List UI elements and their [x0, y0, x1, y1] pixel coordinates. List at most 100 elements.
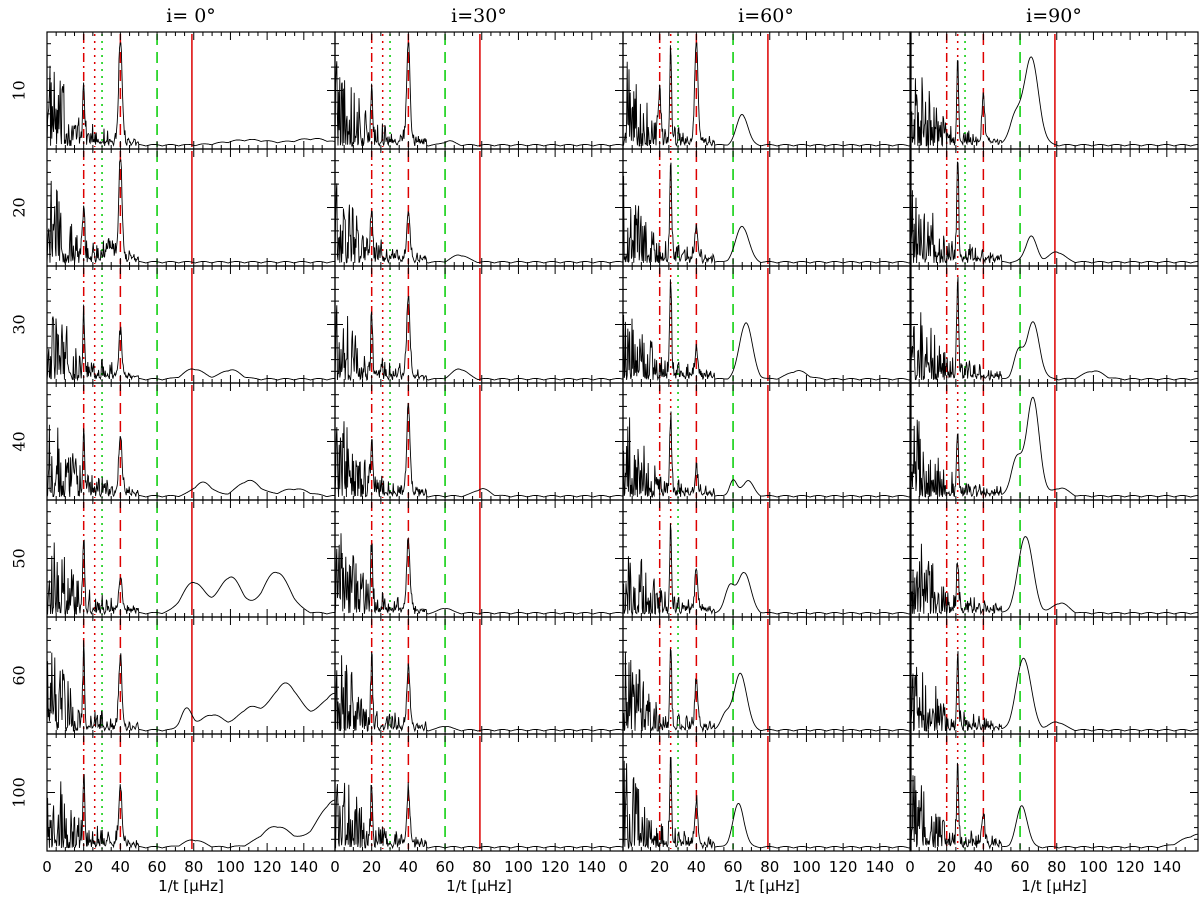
row-label: 50 — [10, 548, 29, 568]
x-axis-label: 1/t [μHz] — [734, 877, 800, 895]
spectrum-curve — [46, 424, 335, 498]
x-tick-label: 80 — [472, 858, 491, 876]
x-tick-label: 60 — [1011, 858, 1030, 876]
spectrum-curve — [334, 183, 624, 264]
panel — [622, 265, 912, 384]
panel — [622, 382, 912, 501]
x-tick-label: 60 — [724, 858, 743, 876]
x-tick-label: 120 — [829, 858, 858, 876]
x-tick-label: 40 — [687, 858, 706, 876]
x-tick-label: 60 — [148, 858, 167, 876]
x-tick-label: 100 — [1079, 858, 1108, 876]
spectrum-curve — [334, 402, 624, 498]
spectrum-curve — [46, 42, 336, 147]
panel — [46, 733, 336, 852]
panel — [909, 382, 1199, 501]
panel-frame — [46, 31, 336, 150]
panel — [622, 31, 912, 150]
x-tick-label: 120 — [253, 858, 282, 876]
row-labels: 10 20 30 40 50 60 100 — [10, 80, 29, 807]
x-tick-label: 140 — [577, 858, 606, 876]
spectrum-curve — [334, 652, 624, 733]
panel — [334, 499, 624, 618]
panel-frame — [622, 616, 912, 735]
spectrum-curve — [622, 279, 912, 382]
panel-frame — [334, 148, 624, 267]
panel-frame — [909, 148, 1199, 267]
panel-frame — [622, 382, 912, 501]
column-title: i=90° — [1026, 5, 1082, 27]
panel — [909, 616, 1199, 735]
x-tick-label: 20 — [937, 858, 956, 876]
panel — [46, 382, 336, 501]
spectrum-curve — [622, 648, 912, 733]
row-label: 10 — [10, 80, 29, 100]
x-tick-label: 120 — [1116, 858, 1145, 876]
x-axis-label: 1/t [μHz] — [1021, 877, 1087, 895]
x-tick-label: 100 — [504, 858, 533, 876]
spectrum-curve — [909, 161, 1198, 264]
panel — [909, 499, 1199, 618]
panel-frame — [46, 733, 336, 852]
x-tick-label: 80 — [760, 858, 779, 876]
spectrum-curve — [46, 159, 335, 265]
spectrum-curve — [622, 523, 912, 615]
panel-frame — [909, 733, 1199, 852]
x-tick-label: 60 — [436, 858, 455, 876]
spectrum-curve — [909, 56, 1198, 147]
panel — [334, 31, 624, 150]
panel — [622, 499, 912, 618]
panel — [46, 31, 336, 150]
spectrum-curve — [909, 651, 1198, 732]
x-tick-label: 20 — [362, 858, 381, 876]
panel — [334, 382, 624, 501]
row-label: 30 — [10, 314, 29, 334]
x-tick-label: 140 — [1152, 858, 1181, 876]
x-tick-label: 20 — [650, 858, 669, 876]
panel — [334, 616, 624, 735]
panel-frame — [334, 382, 624, 501]
spectrum-curve — [909, 762, 1199, 850]
panel-grid — [46, 31, 1199, 852]
panel — [46, 499, 336, 618]
x-tick-label: 0 — [42, 858, 52, 876]
panel-frame — [46, 265, 336, 384]
column-titles: i= 0° i=30° i=60° i=90° — [166, 5, 1082, 27]
spectrum-curve — [909, 396, 1198, 498]
x-tick-label: 120 — [541, 858, 570, 876]
spectrum-curve — [334, 533, 624, 615]
spectrum-curve — [46, 640, 336, 733]
x-tick-label: 100 — [792, 858, 821, 876]
panel — [46, 616, 336, 735]
panel — [909, 265, 1199, 384]
x-tick-label: 0 — [618, 858, 628, 876]
x-tick-label: 140 — [865, 858, 894, 876]
column-title: i=30° — [451, 5, 507, 27]
x-tick-label: 20 — [74, 858, 93, 876]
spectrum-curve — [622, 411, 912, 498]
panel — [909, 733, 1199, 852]
x-tick-label: 80 — [184, 858, 203, 876]
x-tick-label: 40 — [974, 858, 993, 876]
spectrum-curve — [334, 42, 624, 147]
x-axis-label: 1/t [μHz] — [158, 877, 224, 895]
row-label: 60 — [10, 665, 29, 685]
x-tick-label: 100 — [216, 858, 245, 876]
panel — [622, 616, 912, 735]
x-tick-label: 80 — [1047, 858, 1066, 876]
panel-frame — [622, 733, 912, 852]
panel-frame — [622, 31, 912, 150]
panel — [334, 148, 624, 267]
panel — [46, 265, 336, 384]
x-axis-label: 1/t [μHz] — [446, 877, 512, 895]
x-tick-label: 0 — [905, 858, 915, 876]
panel-frame — [909, 616, 1199, 735]
spectrum-curve — [909, 536, 1198, 616]
panel — [334, 733, 624, 852]
panel-frame — [622, 265, 912, 384]
panel-frame — [334, 265, 624, 384]
spectrum-curve — [46, 304, 335, 382]
panel-frame — [46, 148, 336, 267]
